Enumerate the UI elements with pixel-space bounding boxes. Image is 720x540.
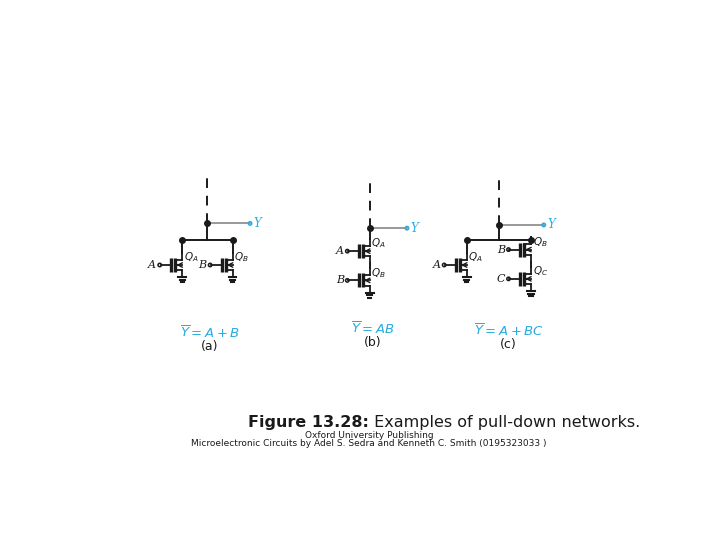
Text: $Q_A$: $Q_A$ <box>372 237 386 251</box>
Text: Y: Y <box>411 221 418 235</box>
Text: $Q_A$: $Q_A$ <box>184 251 199 264</box>
Text: Y: Y <box>548 219 555 232</box>
Text: (c): (c) <box>500 338 517 351</box>
Text: B: B <box>497 245 505 254</box>
Text: $Q_C$: $Q_C$ <box>533 264 548 278</box>
Text: $\overline{Y} = A + BC$: $\overline{Y} = A + BC$ <box>474 322 544 339</box>
Text: $\overline{Y} = A + B$: $\overline{Y} = A + B$ <box>180 325 240 341</box>
Text: (a): (a) <box>202 340 219 353</box>
Text: Figure 13.28:: Figure 13.28: <box>248 415 369 430</box>
Text: C: C <box>497 274 505 284</box>
Text: $Q_B$: $Q_B$ <box>372 266 386 280</box>
Text: $Q_B$: $Q_B$ <box>533 235 547 249</box>
Text: Examples of pull-down networks.: Examples of pull-down networks. <box>369 415 640 430</box>
Text: Y: Y <box>254 217 261 230</box>
Text: A: A <box>336 246 344 256</box>
Text: (b): (b) <box>364 336 382 349</box>
Text: $Q_A$: $Q_A$ <box>468 251 483 264</box>
Text: Oxford University Publishing: Oxford University Publishing <box>305 431 433 441</box>
Text: $\overline{Y} = AB$: $\overline{Y} = AB$ <box>351 321 395 337</box>
Text: $Q_B$: $Q_B$ <box>234 251 249 264</box>
Text: B: B <box>199 260 207 270</box>
Text: A: A <box>148 260 156 270</box>
Text: B: B <box>336 275 344 286</box>
Text: Microelectronic Circuits by Adel S. Sedra and Kenneth C. Smith (0195323033 ): Microelectronic Circuits by Adel S. Sedr… <box>192 439 546 448</box>
Text: A: A <box>433 260 441 270</box>
